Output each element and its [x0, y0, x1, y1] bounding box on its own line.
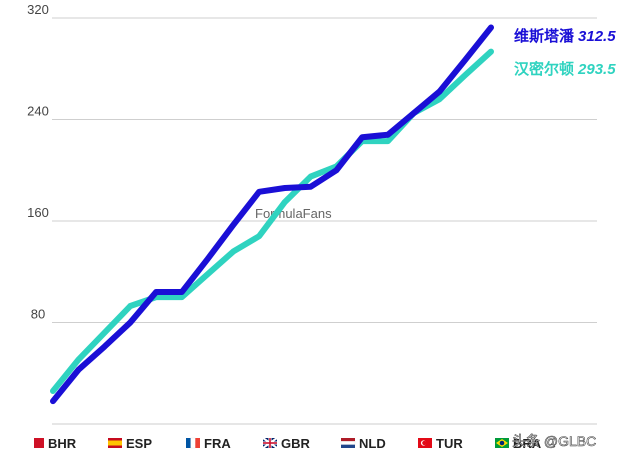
x-tick-label: BRA [513, 436, 542, 451]
x-tick-label: NLD [359, 436, 386, 451]
x-tick-nld: NLD [340, 436, 386, 451]
x-tick-fra: FRA [186, 436, 231, 451]
series-line-0 [50, 24, 494, 405]
flag-netherlands-icon [340, 438, 356, 448]
y-tick-label: 320 [27, 2, 49, 17]
x-tick-label: TUR [436, 436, 463, 451]
source-credit: 头条 @GLBC [512, 433, 596, 449]
legend-series-name: 汉密尔顿 [514, 60, 574, 78]
x-tick-label: GBR [281, 436, 311, 451]
x-tick-esp: ESP [108, 436, 152, 451]
flag-brazil-icon [495, 438, 509, 448]
flag-bahrain-icon [30, 438, 44, 448]
x-tick-bra: BRA [495, 436, 542, 451]
legend-series-name: 维斯塔潘 [514, 27, 575, 45]
x-tick-label: ESP [126, 436, 152, 451]
x-tick-label: FRA [204, 436, 231, 451]
x-axis-ticks: BHR ESP FRA GBR NLD TUR BRA [30, 436, 542, 451]
watermark: FormulaFans [255, 206, 332, 221]
gridlines [52, 17, 597, 323]
y-tick-label: 160 [27, 205, 49, 220]
legend-entry-0: 维斯塔潘 312.5 [514, 27, 616, 45]
legend-series-value: 312.5 [578, 28, 616, 45]
x-tick-tur: TUR [418, 436, 463, 451]
flag-turkey-icon [418, 438, 432, 448]
y-axis-ticks: 80 160 240 320 [27, 2, 49, 322]
y-tick-label: 80 [31, 307, 45, 322]
flag-spain-icon [108, 438, 122, 448]
legend-series-value: 293.5 [577, 61, 616, 78]
series-lines [50, 24, 494, 405]
y-tick-label: 240 [27, 104, 49, 119]
x-tick-gbr: GBR [262, 436, 311, 451]
legend-entry-1: 汉密尔顿 293.5 [514, 60, 616, 78]
x-tick-label: BHR [48, 436, 77, 451]
flag-uk-icon [262, 437, 278, 449]
x-tick-bhr: BHR [30, 436, 77, 451]
flag-france-icon [186, 437, 200, 449]
